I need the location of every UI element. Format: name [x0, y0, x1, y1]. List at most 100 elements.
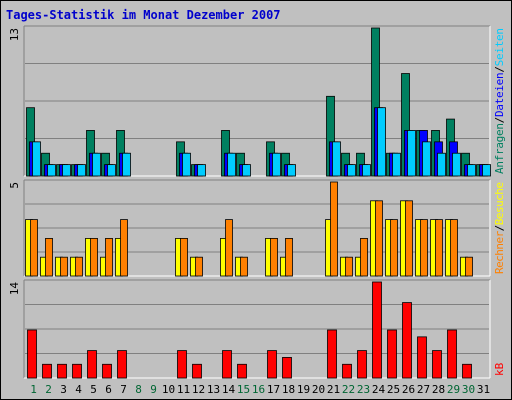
x-tick-label: 2	[45, 383, 52, 396]
bar-seiten	[347, 164, 356, 177]
bar-rechner	[120, 219, 128, 277]
bar-kb	[237, 363, 247, 379]
bar-seiten	[362, 164, 371, 177]
bar-rechner	[195, 256, 203, 277]
bar-rechner	[420, 219, 428, 277]
x-tick-label: 17	[267, 383, 280, 396]
series-label-part: Seiten	[493, 28, 506, 66]
bar-kb	[387, 329, 397, 379]
series-label-part: Dateien	[493, 72, 506, 117]
chart-panels: 13Anfragen/Dateien/Seiten5Rechner/Besuch…	[8, 25, 506, 379]
x-tick-label: 9	[150, 383, 157, 396]
bar-seiten	[227, 152, 236, 177]
y-max-label-visits: 5	[8, 182, 21, 189]
panel-kb: 14 kB	[8, 279, 506, 379]
x-tick-label: 11	[177, 383, 190, 396]
series-seiten	[32, 107, 491, 177]
bar-kb	[102, 363, 112, 379]
bar-kb	[417, 336, 427, 379]
x-tick-label: 16	[252, 383, 265, 396]
bar-kb	[27, 329, 37, 379]
x-tick-label: 20	[312, 383, 325, 396]
x-tick-label: 6	[105, 383, 112, 396]
bar-kb	[72, 363, 82, 379]
x-tick-label: 21	[327, 383, 340, 396]
bar-seiten	[197, 164, 206, 177]
bar-rechner	[435, 219, 443, 277]
x-tick-label: 23	[357, 383, 370, 396]
series-label-part: Anfragen	[493, 123, 506, 174]
bar-kb	[192, 363, 202, 379]
x-tick-label: 22	[342, 383, 355, 396]
bar-seiten	[332, 141, 341, 177]
bar-kb	[432, 350, 442, 379]
bar-seiten	[242, 164, 251, 177]
bar-rechner	[90, 237, 98, 277]
bar-kb	[357, 350, 367, 379]
bar-rechner	[60, 256, 68, 277]
bar-kb	[267, 350, 277, 379]
bar-seiten	[392, 152, 401, 177]
series-label-part: kB	[493, 362, 506, 376]
x-tick-label: 19	[297, 383, 310, 396]
bar-kb	[447, 329, 457, 379]
bar-seiten	[377, 107, 386, 177]
x-tick-label: 26	[402, 383, 415, 396]
bar-kb	[57, 363, 67, 379]
y-max-label-traffic: 13	[8, 28, 21, 41]
series-label-part: /	[493, 117, 506, 124]
chart-title: Tages-Statistik im Monat Dezember 2007	[6, 8, 281, 22]
bar-rechner	[345, 256, 353, 277]
bar-kb	[342, 363, 352, 379]
x-tick-label: 28	[432, 383, 445, 396]
bar-seiten	[107, 164, 116, 177]
series-label-part: /	[493, 225, 506, 232]
x-tick-label: 30	[462, 383, 475, 396]
bar-seiten	[407, 130, 416, 177]
bar-kb	[177, 350, 187, 379]
bar-kb	[327, 329, 337, 379]
bar-rechner	[30, 219, 38, 277]
series-label-visits: Rechner/Besuche	[493, 182, 506, 274]
bar-rechner	[405, 200, 413, 277]
x-tick-label: 24	[372, 383, 386, 396]
series-label-part: /	[493, 66, 506, 73]
bar-kb	[372, 281, 382, 379]
bar-rechner	[75, 256, 83, 277]
bar-seiten	[77, 164, 86, 177]
x-tick-label: 13	[207, 383, 220, 396]
bar-rechner	[45, 237, 53, 277]
bar-seiten	[62, 164, 71, 177]
x-tick-label: 15	[237, 383, 250, 396]
bar-rechner	[180, 237, 188, 277]
x-tick-label: 14	[222, 383, 236, 396]
bar-seiten	[272, 152, 281, 177]
bar-seiten	[452, 152, 461, 177]
x-tick-label: 7	[120, 383, 127, 396]
bar-rechner	[285, 237, 293, 277]
x-tick-label: 10	[162, 383, 175, 396]
bar-rechner	[375, 200, 383, 277]
bar-seiten	[437, 152, 446, 177]
bar-seiten	[422, 141, 431, 177]
series-label-part: Rechner	[493, 230, 506, 274]
x-tick-label: 31	[477, 383, 490, 396]
x-tick-label: 27	[417, 383, 430, 396]
bar-kb	[42, 363, 52, 379]
x-tick-label: 5	[90, 383, 97, 396]
y-max-label-kb: 14	[8, 282, 21, 296]
bar-seiten	[287, 164, 296, 177]
bar-kb	[282, 357, 292, 379]
bar-rechner	[270, 237, 278, 277]
x-tick-label: 4	[75, 383, 82, 396]
bar-seiten	[32, 141, 41, 177]
series-label-part: Besuche	[493, 182, 506, 225]
bar-rechner	[465, 256, 473, 277]
x-axis: 1 2 3 4 5 6 7 8 9 10 11 12 13 14 15 16 17 18 19 20 21 22 23 24 2…	[30, 383, 490, 396]
bar-seiten	[122, 152, 131, 177]
panel-visits: 5 Rechner/Besuche	[8, 179, 506, 277]
x-tick-label: 18	[282, 383, 295, 396]
series-label-traffic: Anfragen/Dateien/Seiten	[493, 28, 506, 174]
